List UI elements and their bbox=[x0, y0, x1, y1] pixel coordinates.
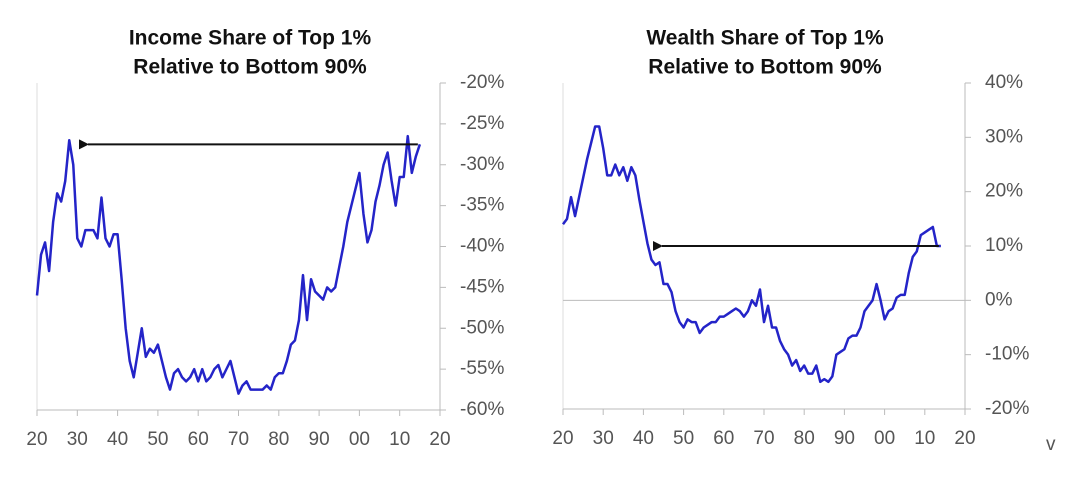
x-tick-label: 20 bbox=[429, 429, 450, 450]
x-tick-label: 20 bbox=[954, 428, 975, 449]
x-tick-label: 90 bbox=[309, 429, 330, 450]
x-tick-label: 80 bbox=[268, 429, 289, 450]
x-tick-label: 10 bbox=[389, 429, 410, 450]
y-tick-label: -35% bbox=[460, 195, 504, 216]
y-tick-label: 40% bbox=[985, 72, 1023, 93]
y-tick-label: -20% bbox=[985, 398, 1029, 419]
y-tick-label: -50% bbox=[460, 317, 504, 338]
x-tick-label: 80 bbox=[794, 428, 815, 449]
x-tick-label: 40 bbox=[633, 428, 654, 449]
x-tick-label: 90 bbox=[834, 428, 855, 449]
y-tick-label: -30% bbox=[460, 154, 504, 175]
y-tick-label: -25% bbox=[460, 113, 504, 134]
series-line bbox=[35, 134, 422, 395]
y-tick-label: 0% bbox=[985, 289, 1013, 310]
chart-title: Wealth Share of Top 1% bbox=[646, 27, 884, 50]
y-tick-label: -20% bbox=[460, 72, 504, 93]
chart-title: Income Share of Top 1% bbox=[129, 27, 372, 50]
x-tick-label: 30 bbox=[67, 429, 88, 450]
x-tick-label: 40 bbox=[107, 429, 128, 450]
note: v bbox=[1046, 434, 1056, 455]
y-tick-label: -10% bbox=[985, 344, 1029, 365]
chart-subtitle: Relative to Bottom 90% bbox=[648, 56, 882, 79]
chart-subtitle: Relative to Bottom 90% bbox=[133, 56, 367, 79]
series-line bbox=[561, 125, 941, 384]
x-tick-label: 50 bbox=[673, 428, 694, 449]
y-tick-label: 30% bbox=[985, 126, 1023, 147]
x-tick-label: 20 bbox=[26, 429, 47, 450]
y-tick-label: -55% bbox=[460, 358, 504, 379]
y-tick-label: -60% bbox=[460, 399, 504, 420]
x-tick-label: 50 bbox=[147, 429, 168, 450]
x-tick-label: 70 bbox=[228, 429, 249, 450]
y-tick-label: -45% bbox=[460, 276, 504, 297]
x-tick-label: 10 bbox=[914, 428, 935, 449]
y-tick-label: -40% bbox=[460, 236, 504, 257]
x-tick-label: 60 bbox=[188, 429, 209, 450]
x-tick-label: 60 bbox=[713, 428, 734, 449]
x-tick-label: 00 bbox=[874, 428, 895, 449]
y-tick-label: 20% bbox=[985, 181, 1023, 202]
y-tick-label: 10% bbox=[985, 235, 1023, 256]
x-tick-label: 70 bbox=[753, 428, 774, 449]
x-tick-label: 30 bbox=[593, 428, 614, 449]
x-tick-label: 20 bbox=[552, 428, 573, 449]
x-tick-label: 00 bbox=[349, 429, 370, 450]
